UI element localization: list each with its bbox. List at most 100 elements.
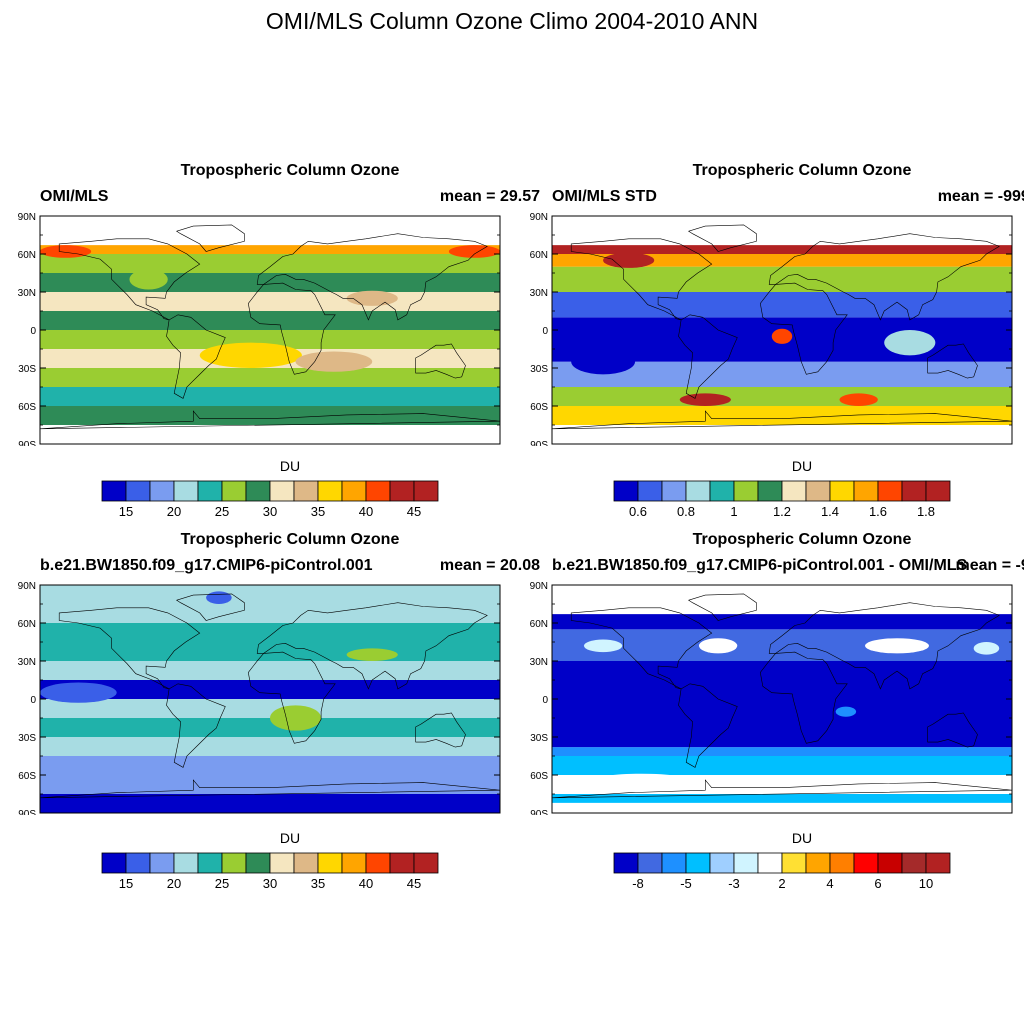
panel-title: Tropospheric Column Ozone — [180, 162, 400, 179]
colorbar-swatch — [245, 480, 271, 502]
lat-label: 90S — [18, 809, 36, 815]
colorbar-swatch — [101, 480, 127, 502]
colorbar-swatch — [901, 852, 927, 874]
panel-omi-mls-std: Tropospheric Column Ozone OMI/MLS STD me… — [530, 162, 1024, 522]
colorbar-tick-label: 45 — [407, 876, 421, 891]
lat-label: 90S — [18, 440, 36, 446]
colorbar-swatch — [757, 852, 783, 874]
colorbar-swatch — [197, 852, 223, 874]
colorbar-swatch — [613, 852, 639, 874]
colorbar-swatch — [341, 852, 367, 874]
colorbar-swatch — [733, 852, 759, 874]
colorbar-swatch — [925, 480, 951, 502]
colorbar-swatch — [901, 480, 927, 502]
panel-title: Tropospheric Column Ozone — [180, 531, 400, 548]
colorbar-tick-label: 1.4 — [821, 504, 839, 519]
colorbar-swatch — [685, 852, 711, 874]
coastline — [687, 593, 757, 621]
coastline — [678, 314, 738, 399]
colorbar-tick-label: 20 — [167, 876, 181, 891]
coastline — [570, 607, 713, 690]
field-blob — [865, 638, 929, 654]
colorbar-swatch — [149, 480, 175, 502]
lat-label: 0 — [30, 695, 36, 706]
colorbar-tick-label: -8 — [632, 876, 644, 891]
field-blob — [839, 393, 878, 406]
colorbar: 15 20 25 30 35 40 45 — [101, 480, 439, 519]
coastline — [678, 683, 738, 768]
field-band — [40, 254, 500, 273]
colorbar-tick-label: 0.8 — [677, 504, 695, 519]
colorbar-swatch — [637, 852, 663, 874]
colorbar-tick-label: 1 — [730, 504, 737, 519]
colorbar: 15 20 25 30 35 40 45 — [101, 852, 439, 891]
colorbar: -8 -5 -3 2 4 6 10 — [613, 852, 951, 891]
colorbar-tick-label: 40 — [359, 876, 373, 891]
colorbar-tick-label: 1.8 — [917, 504, 935, 519]
field-blob — [771, 328, 793, 344]
lat-label: 30N — [530, 657, 548, 668]
coastline — [58, 238, 201, 321]
colorbar-swatch — [365, 480, 391, 502]
lat-label: 90N — [530, 212, 548, 223]
lat-label: 0 — [542, 326, 548, 337]
colorbar: 0.6 0.8 1 1.2 1.4 1.6 1.8 — [613, 480, 951, 519]
lat-label: 90N — [18, 581, 36, 592]
field-band — [40, 794, 500, 813]
colorbar-swatch — [197, 480, 223, 502]
field-blob — [603, 252, 655, 268]
colorbar-tick-label: 0.6 — [629, 504, 647, 519]
colorbar-tick-label: 20 — [167, 504, 181, 519]
lat-label: 30N — [530, 288, 548, 299]
field-band — [40, 330, 500, 349]
lat-label: 60S — [530, 771, 548, 782]
colorbar-swatch — [293, 852, 319, 874]
field-blob — [448, 245, 500, 258]
colorbar-swatch — [661, 480, 687, 502]
map-field — [552, 216, 1012, 444]
map-field — [40, 216, 500, 444]
coastline — [415, 712, 466, 748]
field-blob — [270, 705, 322, 731]
panel-model: Tropospheric Column Ozone b.e21.BW1850.f… — [18, 531, 540, 891]
field-band — [40, 368, 500, 387]
colorbar-swatch — [389, 480, 415, 502]
map-plot: 90N 60N 30N 0 30S 60S 90S — [530, 581, 1013, 815]
lat-label: 60N — [18, 250, 36, 261]
colorbar-swatch — [221, 480, 247, 502]
colorbar-swatch — [853, 852, 879, 874]
panel-label-left: b.e21.BW1850.f09_g17.CMIP6-piControl.001… — [552, 557, 968, 574]
field-blob — [346, 648, 398, 661]
lat-label: 30N — [18, 657, 36, 668]
field-band — [552, 661, 1012, 748]
colorbar-swatch — [781, 852, 807, 874]
lat-label: 30N — [18, 288, 36, 299]
field-band — [40, 756, 500, 794]
coastline — [552, 779, 1012, 799]
colorbar-tick-label: 6 — [874, 876, 881, 891]
field-blob — [40, 245, 92, 258]
panel-title: Tropospheric Column Ozone — [692, 531, 912, 548]
colorbar-swatch — [413, 480, 439, 502]
colorbar-swatch — [805, 480, 831, 502]
coastline — [927, 343, 978, 379]
field-blob — [346, 290, 398, 306]
lat-label: 60S — [18, 771, 36, 782]
field-band — [40, 661, 500, 680]
field-band — [552, 266, 1012, 292]
coastline — [256, 602, 488, 690]
colorbar-swatch — [853, 480, 879, 502]
colorbar-tick-label: -3 — [728, 876, 740, 891]
field-band — [552, 387, 1012, 406]
colorbar-tick-label: 1.6 — [869, 504, 887, 519]
colorbar-swatch — [317, 852, 343, 874]
lat-label: 90N — [18, 212, 36, 223]
panel-label-left: OMI/MLS STD — [552, 188, 657, 205]
panel-label-left: OMI/MLS — [40, 188, 109, 205]
lat-label: 60N — [530, 250, 548, 261]
colorbar-swatch — [293, 480, 319, 502]
coastline — [768, 233, 1000, 321]
field-blob — [835, 706, 857, 717]
panel-mean-label: mean = -999.00 — [937, 188, 1024, 205]
colorbar-swatch — [269, 852, 295, 874]
